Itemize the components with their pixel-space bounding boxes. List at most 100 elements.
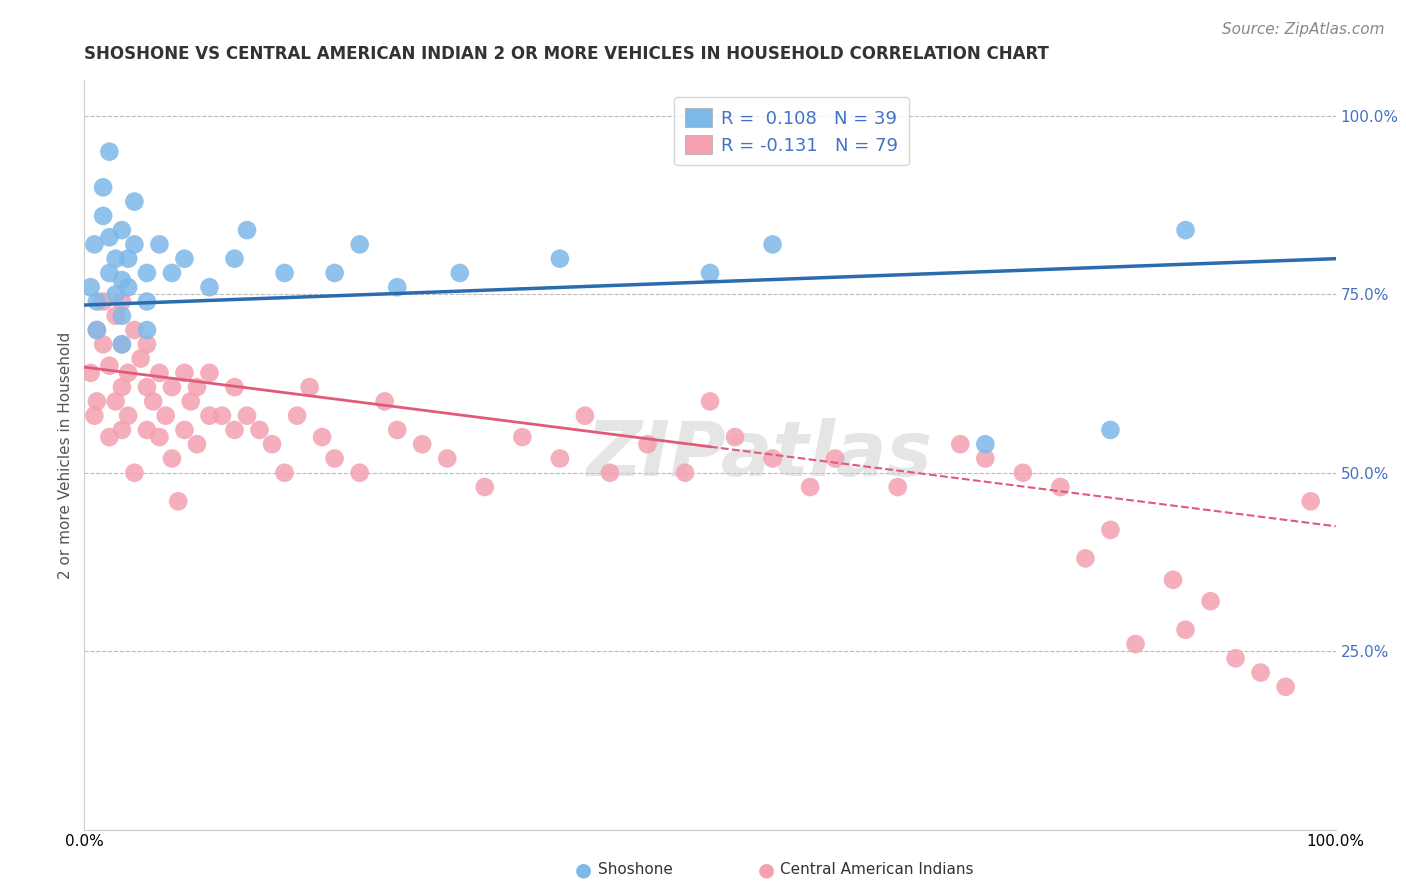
- Point: [83, 237, 105, 252]
- Point: [349, 237, 371, 252]
- Point: [136, 323, 159, 337]
- Point: [129, 351, 152, 366]
- Point: [86, 294, 108, 309]
- Point: [262, 437, 284, 451]
- Point: [86, 394, 108, 409]
- Point: [173, 423, 195, 437]
- Point: [1225, 651, 1247, 665]
- Point: [1250, 665, 1272, 680]
- Point: [136, 380, 159, 394]
- Point: [104, 394, 127, 409]
- Text: SHOSHONE VS CENTRAL AMERICAN INDIAN 2 OR MORE VEHICLES IN HOUSEHOLD CORRELATION : SHOSHONE VS CENTRAL AMERICAN INDIAN 2 OR…: [84, 45, 1049, 63]
- Point: [111, 337, 134, 351]
- Point: [699, 394, 721, 409]
- Point: [385, 280, 409, 294]
- Text: ZIPatlas: ZIPatlas: [588, 418, 934, 491]
- Point: [673, 466, 696, 480]
- Point: [599, 466, 621, 480]
- Point: [117, 280, 139, 294]
- Point: [273, 466, 295, 480]
- Point: [1174, 223, 1197, 237]
- Point: [91, 180, 114, 194]
- Point: [117, 409, 139, 423]
- Point: [699, 266, 721, 280]
- Point: [574, 409, 596, 423]
- Point: [111, 309, 134, 323]
- Point: [824, 451, 846, 466]
- Point: [104, 287, 127, 301]
- Point: [724, 430, 747, 444]
- Point: [104, 252, 127, 266]
- Point: [117, 366, 139, 380]
- Point: [1049, 480, 1071, 494]
- Point: [111, 423, 134, 437]
- Point: [124, 237, 146, 252]
- Point: [637, 437, 659, 451]
- Point: [86, 323, 108, 337]
- Point: [117, 252, 139, 266]
- Text: Central American Indians: Central American Indians: [780, 863, 974, 877]
- Point: [323, 451, 346, 466]
- Point: [436, 451, 458, 466]
- Point: [974, 437, 997, 451]
- Point: [124, 466, 146, 480]
- Point: [160, 266, 183, 280]
- Point: [91, 294, 114, 309]
- Point: [211, 409, 233, 423]
- Point: [285, 409, 308, 423]
- Point: [974, 451, 997, 466]
- Point: [98, 430, 121, 444]
- Point: [98, 359, 121, 373]
- Point: [411, 437, 433, 451]
- Point: [1125, 637, 1147, 651]
- Point: [887, 480, 910, 494]
- Point: [1199, 594, 1222, 608]
- Point: [298, 380, 321, 394]
- Point: [449, 266, 471, 280]
- Point: [148, 366, 170, 380]
- Text: Shoshone: Shoshone: [598, 863, 672, 877]
- Point: [762, 451, 785, 466]
- Point: [186, 380, 208, 394]
- Point: [512, 430, 534, 444]
- Legend: R =  0.108   N = 39, R = -0.131   N = 79: R = 0.108 N = 39, R = -0.131 N = 79: [673, 97, 908, 166]
- Point: [198, 409, 221, 423]
- Point: [349, 466, 371, 480]
- Point: [160, 380, 183, 394]
- Point: [236, 223, 259, 237]
- Point: [236, 409, 259, 423]
- Point: [79, 366, 101, 380]
- Point: [111, 380, 134, 394]
- Point: [224, 380, 246, 394]
- Point: [374, 394, 396, 409]
- Point: [160, 451, 183, 466]
- Point: [136, 294, 159, 309]
- Point: [198, 366, 221, 380]
- Point: [124, 194, 146, 209]
- Point: [1161, 573, 1184, 587]
- Point: [548, 451, 571, 466]
- Point: [180, 394, 202, 409]
- Point: [249, 423, 271, 437]
- Point: [323, 266, 346, 280]
- Point: [273, 266, 295, 280]
- Point: [91, 337, 114, 351]
- Point: [198, 280, 221, 294]
- Point: [104, 309, 127, 323]
- Point: [136, 266, 159, 280]
- Point: [98, 145, 121, 159]
- Point: [173, 366, 195, 380]
- Point: [1299, 494, 1322, 508]
- Point: [1174, 623, 1197, 637]
- Point: [155, 409, 177, 423]
- Point: [1099, 423, 1122, 437]
- Point: [548, 252, 571, 266]
- Point: [136, 337, 159, 351]
- Point: [86, 323, 108, 337]
- Point: [224, 423, 246, 437]
- Point: [83, 409, 105, 423]
- Point: [124, 323, 146, 337]
- Point: [1274, 680, 1296, 694]
- Point: [111, 223, 134, 237]
- Point: [224, 252, 246, 266]
